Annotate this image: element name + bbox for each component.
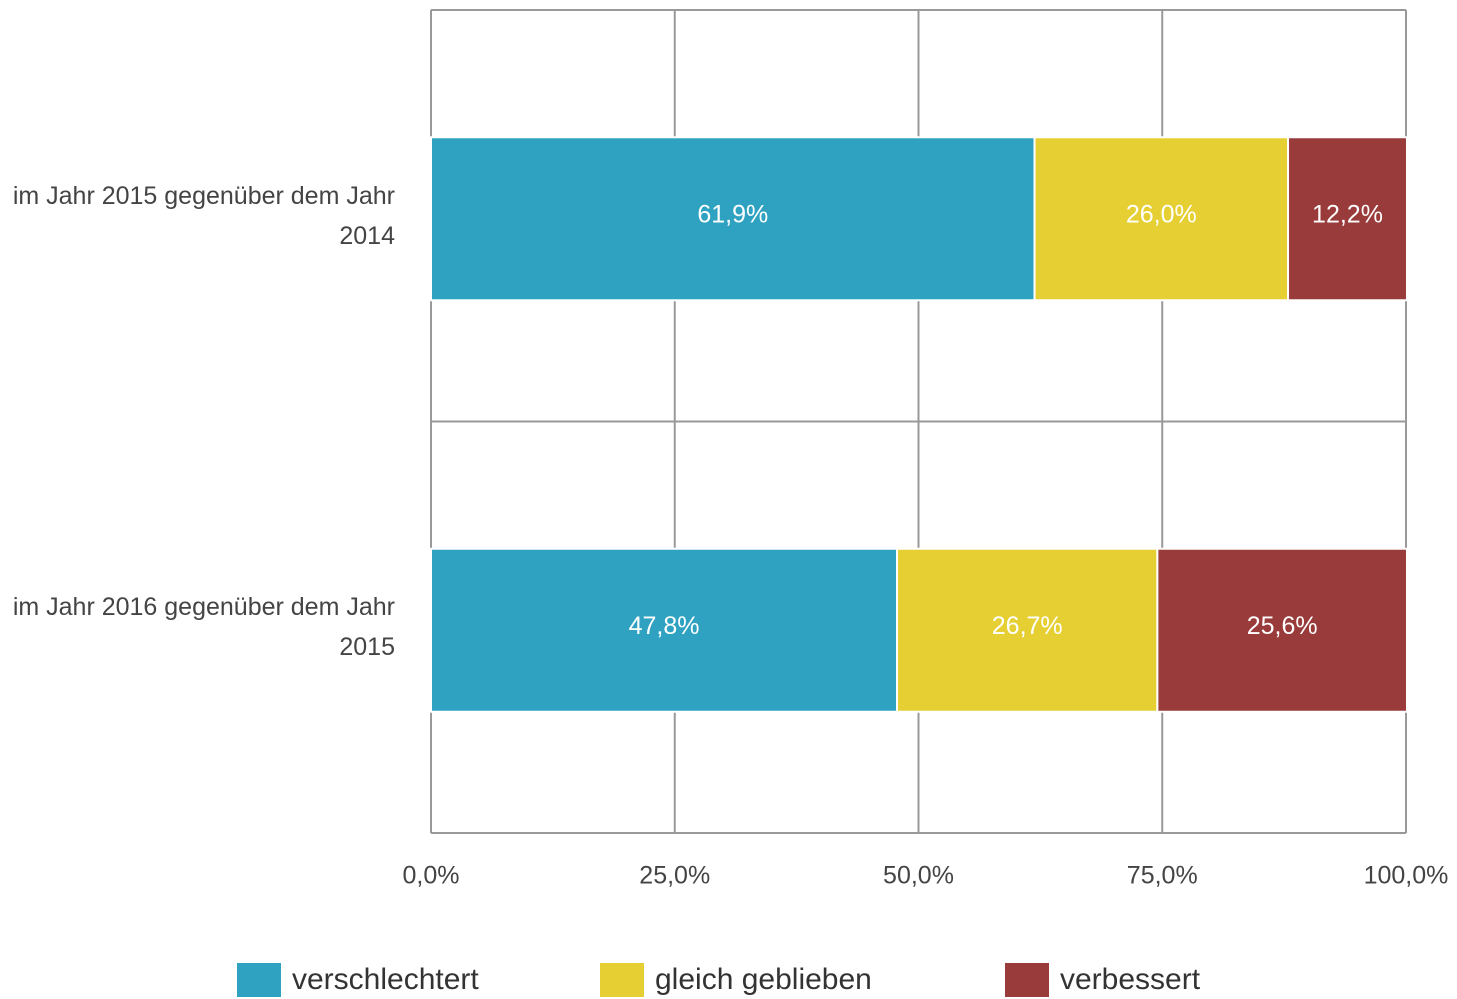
legend-swatch — [1005, 963, 1049, 997]
data-label: 47,8% — [629, 612, 700, 640]
legend-swatch — [600, 963, 644, 997]
y-tick-label: im Jahr 2016 gegenüber dem Jahr 2015 — [12, 593, 395, 662]
data-label: 26,7% — [992, 612, 1063, 640]
legend-label: verbessert — [1060, 963, 1201, 996]
x-tick-label: 0,0% — [403, 862, 460, 890]
data-label: 26,0% — [1126, 200, 1197, 228]
bar-segment — [1287, 136, 1408, 302]
x-tick-label: 25,0% — [639, 862, 710, 890]
x-tick-label: 50,0% — [883, 862, 954, 890]
x-tick-label: 75,0% — [1127, 862, 1198, 890]
legend-swatch — [237, 963, 281, 997]
category-label-box: im Jahr 2015 gegenüber dem Jahr 2014 — [12, 181, 395, 250]
legend-label: gleich geblieben — [655, 963, 872, 996]
x-tick-label: 100,0% — [1364, 862, 1449, 890]
bar-segment — [1033, 136, 1290, 302]
y-tick-label: im Jahr 2015 gegenüber dem Jahr 2014 — [12, 181, 395, 250]
data-label: 61,9% — [697, 200, 768, 228]
data-label: 25,6% — [1247, 612, 1318, 640]
bar-segment — [1156, 547, 1408, 713]
data-label: 12,2% — [1312, 200, 1383, 228]
legend-label: verschlechtert — [292, 963, 479, 996]
category-label-box: im Jahr 2016 gegenüber dem Jahr 2015 — [12, 593, 395, 662]
bar-segment — [430, 136, 1036, 302]
